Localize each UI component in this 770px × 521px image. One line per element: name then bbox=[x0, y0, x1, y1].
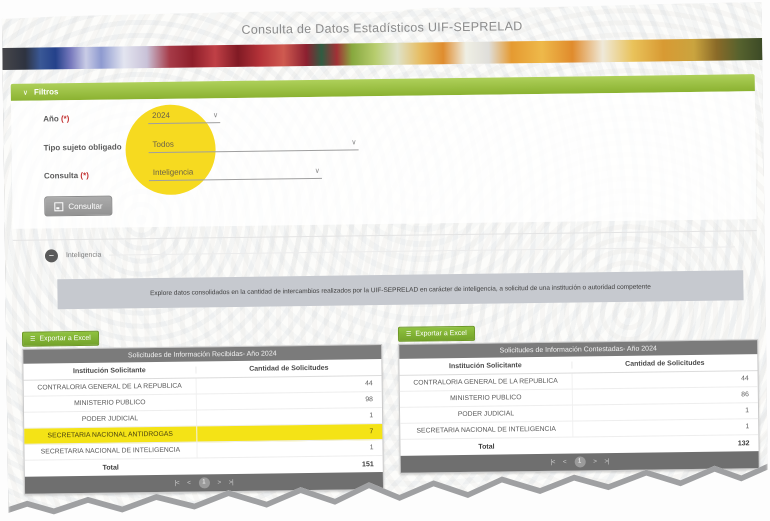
column-header-cantidad: Cantidad de Solicitudes bbox=[571, 359, 757, 368]
collapse-minus-icon[interactable]: − bbox=[45, 249, 58, 262]
value-cell: 1 bbox=[196, 408, 382, 425]
value-cell: 1 bbox=[572, 419, 758, 436]
institution-cell: CONTRALORIA GENERAL DE LA REPUBLICA bbox=[37, 382, 182, 392]
menu-icon: ☰ bbox=[405, 331, 412, 338]
table-body: CONTRALORIA GENERAL DE LA REPUBLICA 44 MIN… bbox=[400, 371, 759, 440]
section-rule bbox=[109, 246, 735, 255]
consultar-button-label: Consultar bbox=[68, 201, 103, 211]
inteligencia-section-header: − Inteligencia bbox=[45, 240, 735, 262]
institution-cell: SECRETARIA NACIONAL ANTIDROGAS bbox=[47, 430, 173, 440]
total-label: Total bbox=[478, 443, 495, 451]
total-value: 151 bbox=[361, 460, 374, 468]
institution-cell: SECRETARIA NACIONAL DE INTELIGENCIA bbox=[40, 446, 181, 456]
export-excel-label: Exportar a Excel bbox=[39, 334, 91, 343]
pager-button[interactable]: > bbox=[593, 458, 597, 466]
ano-dropdown-value: 2024 bbox=[152, 110, 170, 121]
table-block: ☰ Exportar a Excel Solicitudes de Inform… bbox=[22, 323, 384, 495]
column-header-institucion: Institución Solicitante bbox=[72, 367, 146, 376]
inteligencia-section-label: Inteligencia bbox=[65, 251, 102, 260]
ano-dropdown[interactable]: 2024 ∨ bbox=[148, 110, 220, 124]
pager-button[interactable]: |< bbox=[550, 458, 555, 466]
value-cell: 1 bbox=[572, 403, 758, 420]
institution-cell: SECRETARIA NACIONAL DE INTELIGENCIA bbox=[416, 425, 556, 435]
pager-button[interactable]: < bbox=[562, 458, 567, 466]
total-label: Total bbox=[102, 464, 119, 472]
required-marker: (*) bbox=[80, 170, 89, 180]
field-label-consulta: Consulta (*) bbox=[43, 170, 89, 181]
pager-button[interactable]: |< bbox=[174, 479, 180, 487]
table-block: ☰ Exportar a Excel Solicitudes de Inform… bbox=[398, 318, 760, 474]
value-cell: 7 bbox=[196, 424, 382, 441]
page-number[interactable]: 1 bbox=[198, 477, 209, 488]
data-table: Solicitudes de Información Recibidas- Añ… bbox=[22, 344, 384, 495]
institution-cell: PODER JUDICIAL bbox=[81, 415, 139, 423]
pager-button[interactable]: >| bbox=[228, 479, 234, 487]
column-header-cantidad: Cantidad de Solicitudes bbox=[195, 364, 381, 373]
consulta-dropdown[interactable]: Inteligencia ∨ bbox=[149, 166, 322, 181]
value-cell: 44 bbox=[195, 376, 381, 393]
filters-panel-title: Filtros bbox=[33, 87, 59, 97]
export-excel-label: Exportar a Excel bbox=[415, 329, 467, 338]
tipo-sujeto-dropdown-value: Todos bbox=[152, 139, 174, 150]
paginator: |< <1 > >| bbox=[401, 451, 759, 473]
value-cell: 86 bbox=[572, 387, 758, 404]
description-banner: Explore datos consolidados en la cantida… bbox=[57, 270, 743, 309]
chevron-down-icon: ∨ bbox=[212, 112, 219, 120]
page-title: Consulta de Datos Estadísticos UIF-SEPRE… bbox=[241, 19, 523, 37]
menu-icon: ☰ bbox=[30, 336, 36, 343]
data-table: Solicitudes de Información Contestadas- … bbox=[398, 339, 760, 474]
export-excel-button[interactable]: ☰ Exportar a Excel bbox=[398, 326, 475, 342]
field-label-ano: Año (*) bbox=[43, 114, 70, 124]
section-divider bbox=[13, 230, 757, 241]
institution-cell: MINISTERIO PÚBLICO bbox=[74, 399, 146, 408]
table-body: CONTRALORIA GENERAL DE LA REPUBLICA 44 MIN… bbox=[24, 376, 383, 461]
screenshot-paper: Consulta de Datos Estadísticos UIF-SEPRE… bbox=[2, 2, 768, 511]
header-banner-image bbox=[2, 38, 762, 70]
field-label-tipo-sujeto: Tipo sujeto obligado bbox=[43, 142, 122, 153]
export-excel-button[interactable]: ☰ Exportar a Excel bbox=[22, 331, 99, 347]
consulta-dropdown-value: Inteligencia bbox=[152, 167, 194, 178]
value-cell: 1 bbox=[196, 440, 382, 457]
institution-cell: PODER JUDICIAL bbox=[457, 410, 515, 419]
total-value: 132 bbox=[737, 439, 750, 447]
chevron-down-icon: ∨ bbox=[314, 167, 320, 175]
consultar-icon bbox=[54, 202, 63, 211]
tipo-sujeto-dropdown[interactable]: Todos ∨ bbox=[148, 137, 358, 153]
chevron-down-icon: ∨ bbox=[22, 89, 28, 97]
pager-button[interactable]: < bbox=[187, 479, 191, 487]
chevron-down-icon: ∨ bbox=[351, 139, 357, 147]
institution-cell: MINISTERIO PÚBLICO bbox=[450, 394, 522, 403]
paginator: |< <1 > >| bbox=[25, 472, 383, 494]
value-cell: 98 bbox=[196, 392, 382, 409]
institution-cell: CONTRALORIA GENERAL DE LA REPUBLICA bbox=[413, 377, 558, 387]
page-number[interactable]: 1 bbox=[574, 456, 585, 467]
consultar-button[interactable]: Consultar bbox=[44, 196, 113, 217]
pager-button[interactable]: >| bbox=[604, 458, 610, 466]
value-cell: 44 bbox=[571, 371, 757, 388]
tables-row: ☰ Exportar a Excel Solicitudes de Inform… bbox=[22, 318, 760, 495]
pager-button[interactable]: > bbox=[217, 479, 221, 487]
column-header-institucion: Institución Solicitante bbox=[448, 362, 522, 371]
required-marker: (*) bbox=[60, 114, 70, 124]
filters-panel-body: Año (*) 2024 ∨ Tipo sujeto obligado Todo… bbox=[11, 91, 757, 229]
